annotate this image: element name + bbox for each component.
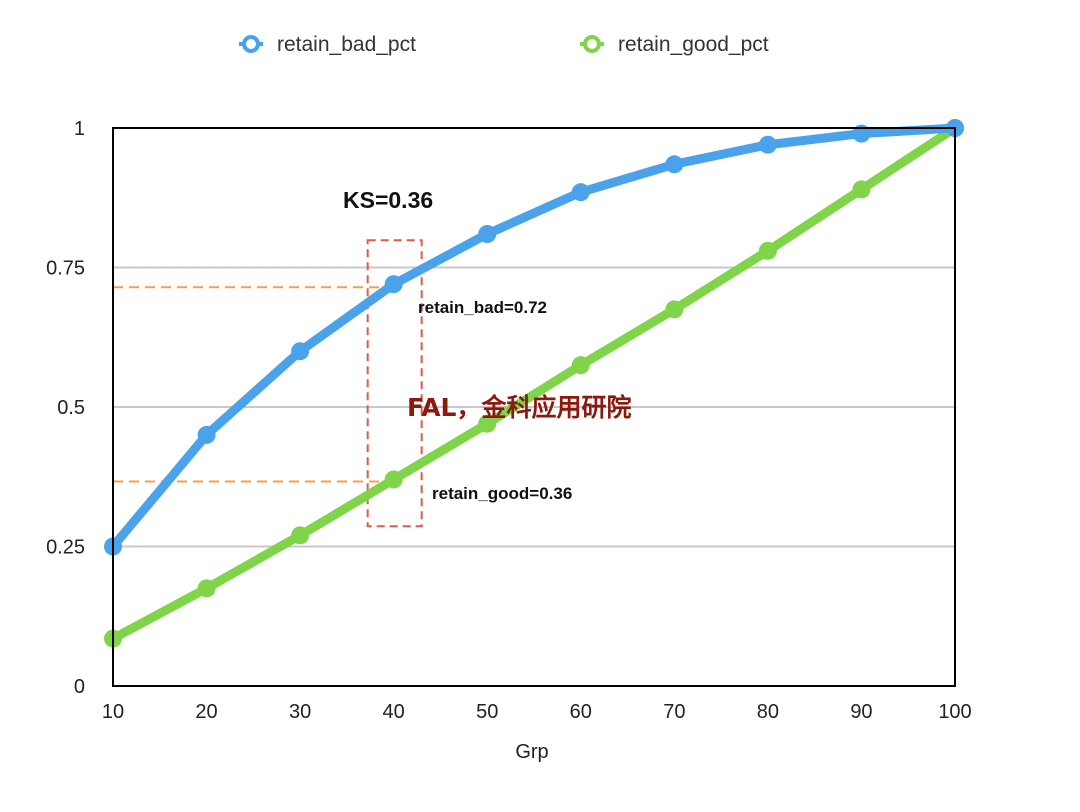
data-point [665, 300, 684, 319]
legend-swatch-marker [583, 35, 601, 53]
legend-swatch-marker [242, 35, 260, 53]
plot-frame [112, 127, 956, 687]
data-point [852, 124, 871, 143]
data-point [758, 135, 777, 154]
x-tick-label: 70 [663, 701, 685, 723]
ks-annotation: KS=0.36 [343, 187, 433, 213]
data-point [197, 579, 216, 598]
data-point [571, 356, 590, 375]
retain-good-annotation: retain_good=0.36 [432, 484, 572, 503]
series-lines [104, 119, 964, 648]
x-tick-label: 10 [102, 701, 124, 723]
series-line [108, 123, 960, 644]
y-tick-label: 0.75 [46, 258, 85, 280]
y-tick-labels: 0 0.25 0.5 0.75 1 [46, 118, 85, 698]
y-tick-label: 0.5 [57, 397, 85, 419]
data-point [665, 155, 684, 174]
data-point [197, 425, 216, 444]
data-point [291, 342, 310, 361]
data-point [291, 526, 310, 545]
legend-label: retain_bad_pct [277, 33, 416, 56]
ks-highlight-box [366, 239, 423, 528]
y-tick-label: 0 [74, 676, 85, 698]
x-tick-label: 30 [289, 701, 311, 723]
y-tick-label: 1 [74, 118, 85, 140]
retain-bad-annotation: retain_bad=0.72 [418, 298, 547, 317]
data-point [758, 241, 777, 260]
data-point [852, 180, 871, 199]
data-point [571, 183, 590, 202]
x-tick-label: 20 [195, 701, 217, 723]
y-tick-label: 0.25 [46, 537, 85, 559]
ks-guide-lines [113, 239, 423, 528]
x-tick-label: 80 [757, 701, 779, 723]
x-tick-label: 40 [383, 701, 405, 723]
x-tick-labels: 10 20 30 40 50 60 70 80 90 100 [102, 701, 972, 723]
x-tick-label: 100 [938, 701, 971, 723]
data-point [478, 225, 497, 244]
grid-lines [113, 266, 955, 548]
x-tick-label: 90 [850, 701, 872, 723]
data-point [384, 275, 403, 294]
legend-label: retain_good_pct [618, 33, 769, 56]
legend: retain_bad_pct retain_good_pct [239, 33, 769, 56]
data-point [478, 414, 497, 433]
x-tick-label: 60 [570, 701, 592, 723]
watermark-text: FAL，金科应用研院 [407, 393, 632, 422]
data-point [384, 470, 403, 489]
x-axis-label: Grp [515, 741, 548, 763]
series-line [108, 123, 960, 551]
x-tick-label: 50 [476, 701, 498, 723]
